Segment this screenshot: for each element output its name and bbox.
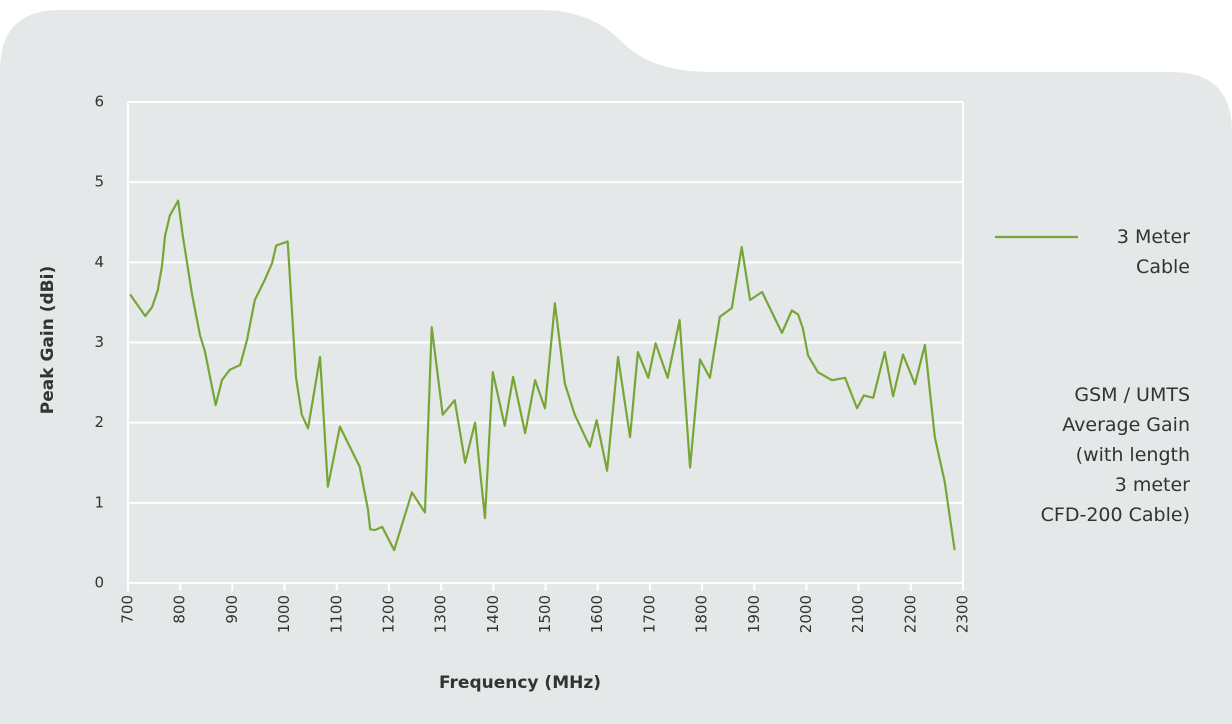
y-axis-label: Peak Gain (dBi) bbox=[38, 266, 58, 414]
x-tick-label: 800 bbox=[171, 595, 189, 624]
x-tick-label: 900 bbox=[223, 595, 241, 624]
annotation-line: 3 meter bbox=[1114, 474, 1190, 496]
x-tick-label: 1800 bbox=[693, 595, 711, 633]
x-tick-label: 2100 bbox=[849, 595, 867, 633]
x-tick-label: 1300 bbox=[432, 595, 450, 633]
x-tick-label: 1700 bbox=[640, 595, 658, 633]
x-tick-label: 1400 bbox=[484, 595, 502, 633]
y-tick-label: 2 bbox=[94, 413, 104, 431]
annotation: GSM / UMTS Average Gain (with length 3 mete… bbox=[960, 380, 1190, 530]
x-axis-label: Frequency (MHz) bbox=[439, 673, 601, 693]
annotation-line: CFD-200 Cable) bbox=[1040, 504, 1190, 526]
x-tick-label: 1200 bbox=[379, 595, 397, 633]
x-tick-label: 2300 bbox=[954, 595, 972, 633]
annotation-line: GSM / UMTS bbox=[1074, 384, 1190, 406]
legend-entry: 3 Meter Cable bbox=[1116, 226, 1190, 278]
annotation-line: Average Gain bbox=[1062, 414, 1190, 436]
y-tick-label: 1 bbox=[94, 493, 104, 511]
y-tick-label: 6 bbox=[94, 93, 104, 111]
x-tick-label: 700 bbox=[119, 595, 137, 624]
x-tick-label: 1900 bbox=[745, 595, 763, 633]
x-tick-label: 1600 bbox=[588, 595, 606, 633]
x-tick-label: 1500 bbox=[536, 595, 554, 633]
y-tick-label: 4 bbox=[94, 253, 104, 271]
x-tick-label: 2200 bbox=[901, 595, 919, 633]
data-line bbox=[129, 199, 956, 552]
x-tick-label: 1000 bbox=[275, 595, 293, 633]
annotation-line: (with length bbox=[1075, 444, 1190, 466]
x-tick-label: 2000 bbox=[797, 595, 815, 633]
y-tick-label: 3 bbox=[94, 333, 104, 351]
x-tick-label: 1100 bbox=[327, 595, 345, 633]
y-tick-label: 0 bbox=[94, 574, 104, 592]
y-tick-label: 5 bbox=[94, 173, 104, 191]
